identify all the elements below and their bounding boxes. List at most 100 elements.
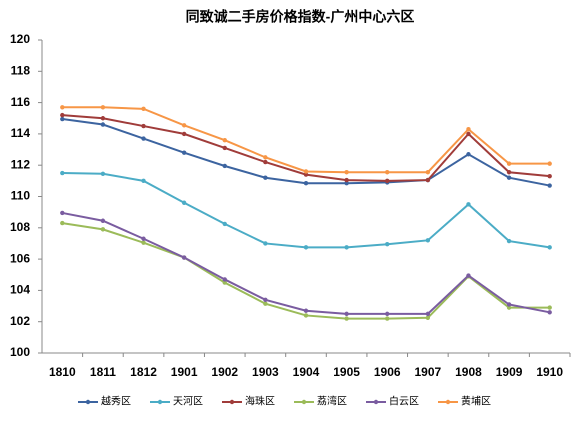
x-tick-label: 1910 xyxy=(536,365,563,379)
y-tick-label: 120 xyxy=(10,32,30,46)
point xyxy=(425,177,431,183)
x-tick-label: 1907 xyxy=(414,365,441,379)
point xyxy=(506,302,512,307)
point xyxy=(100,105,106,110)
point xyxy=(425,315,431,320)
point xyxy=(344,170,349,175)
point xyxy=(547,305,552,310)
point xyxy=(344,311,349,317)
x-tick-label: 1904 xyxy=(293,365,320,379)
point xyxy=(303,180,309,186)
point xyxy=(222,145,227,151)
point xyxy=(385,170,390,175)
chart-title: 同致诚二手房价格指数-广州中心六区 xyxy=(186,9,415,25)
point xyxy=(181,131,187,137)
point xyxy=(60,170,65,176)
point xyxy=(60,112,65,118)
point xyxy=(425,238,431,243)
point xyxy=(141,136,146,141)
point xyxy=(181,255,187,260)
point xyxy=(141,106,146,112)
point xyxy=(263,241,268,246)
point xyxy=(181,123,187,128)
point xyxy=(222,137,227,143)
point xyxy=(222,163,227,169)
point xyxy=(385,316,390,321)
y-tick-label: 114 xyxy=(11,126,31,140)
point xyxy=(506,170,512,175)
y-tick-label: 118 xyxy=(11,63,31,77)
point xyxy=(547,183,552,188)
point xyxy=(425,170,431,175)
point xyxy=(100,122,106,127)
point xyxy=(466,202,471,207)
y-tick-label: 102 xyxy=(10,314,30,328)
x-tick-label: 1810 xyxy=(49,365,76,379)
x-tick-label: 1905 xyxy=(333,365,360,379)
legend-marker xyxy=(445,399,451,405)
point xyxy=(303,308,309,313)
point xyxy=(100,116,106,121)
legend-marker xyxy=(229,399,235,405)
y-tick-label: 100 xyxy=(10,345,30,359)
legend-label: 白云区 xyxy=(389,395,419,408)
point xyxy=(263,175,268,180)
point xyxy=(60,116,65,122)
legend-marker xyxy=(85,399,91,405)
point xyxy=(344,177,349,183)
legend-marker xyxy=(157,399,163,405)
legend-label: 天河区 xyxy=(173,396,203,408)
point xyxy=(344,180,349,186)
point xyxy=(303,313,309,318)
x-tick-label: 1903 xyxy=(252,365,279,379)
point xyxy=(181,150,187,155)
legend-label: 荔湾区 xyxy=(317,395,347,408)
point xyxy=(385,242,390,247)
point xyxy=(506,305,512,310)
point xyxy=(344,316,349,321)
y-tick-label: 108 xyxy=(10,220,30,234)
point xyxy=(506,238,512,244)
point xyxy=(263,297,268,302)
point xyxy=(222,221,227,227)
legend-label: 越秀区 xyxy=(101,395,131,408)
point xyxy=(100,171,106,177)
point xyxy=(466,127,471,132)
legend-marker xyxy=(373,399,379,405)
point xyxy=(263,159,268,165)
point xyxy=(100,227,106,232)
point xyxy=(263,155,268,160)
y-tick-label: 104 xyxy=(10,283,30,297)
point xyxy=(547,310,552,315)
point xyxy=(344,245,349,250)
point xyxy=(466,131,471,137)
y-tick-label: 116 xyxy=(11,95,31,109)
point xyxy=(222,280,227,285)
point xyxy=(60,220,65,226)
x-tick-label: 1901 xyxy=(171,365,198,379)
x-tick-label: 1812 xyxy=(130,365,157,379)
point xyxy=(547,161,552,166)
point xyxy=(60,105,65,110)
y-tick-label: 112 xyxy=(11,157,31,171)
point xyxy=(385,311,390,317)
point xyxy=(141,236,146,241)
point xyxy=(506,161,512,166)
point xyxy=(141,123,146,129)
y-tick-label: 110 xyxy=(11,189,31,203)
point xyxy=(547,173,552,179)
point xyxy=(303,245,309,250)
x-tick-label: 1908 xyxy=(455,365,482,379)
point xyxy=(506,175,512,180)
point xyxy=(141,240,146,245)
x-tick-label: 1811 xyxy=(90,365,116,379)
point xyxy=(100,218,106,223)
legend-label: 海珠区 xyxy=(245,395,275,408)
legend-label: 黄埔区 xyxy=(461,395,491,408)
legend-marker xyxy=(301,399,307,405)
point xyxy=(466,152,471,157)
point xyxy=(425,311,431,317)
point xyxy=(263,301,268,306)
